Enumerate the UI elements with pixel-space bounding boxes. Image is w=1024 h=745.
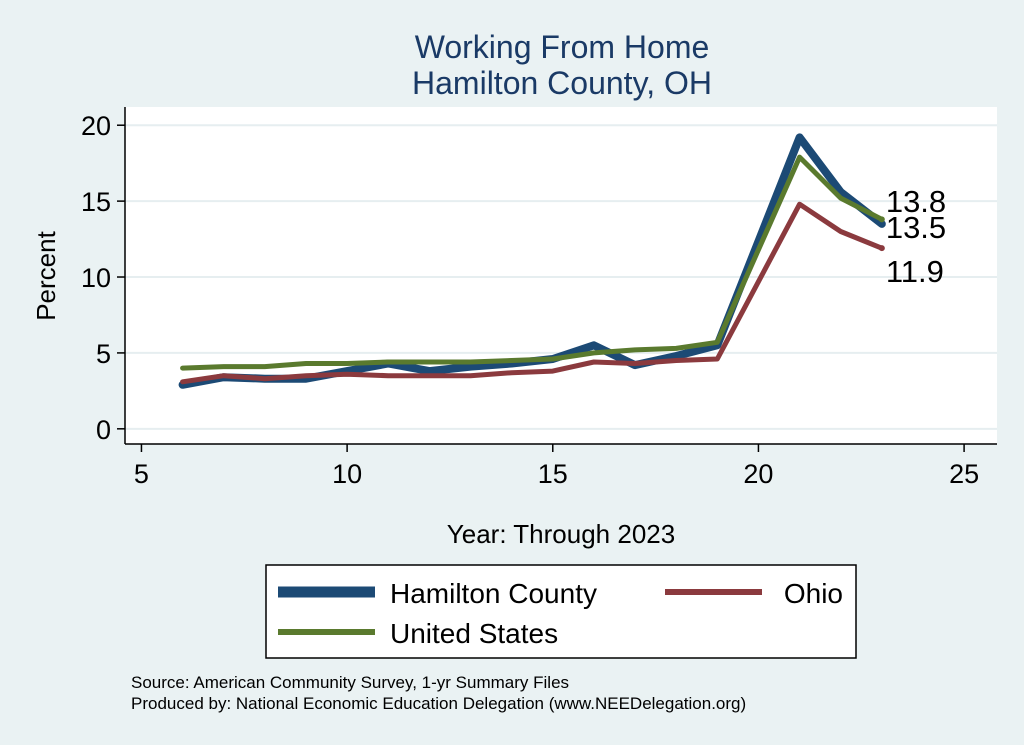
legend-box xyxy=(265,564,857,659)
legend-label-hamilton-county: Hamilton County xyxy=(390,578,597,609)
end-label-united-states: 13.8 xyxy=(886,184,946,219)
end-point-ohio xyxy=(878,245,885,252)
end-value-labels: 13.5 11.9 13.8 xyxy=(878,184,946,289)
chart-title: Working From Home xyxy=(415,29,710,65)
y-tick-label-15: 15 xyxy=(81,187,111,217)
y-tick-label-10: 10 xyxy=(81,263,111,293)
x-tick-label-25: 25 xyxy=(949,459,979,489)
x-axis-title: Year: Through 2023 xyxy=(447,519,675,549)
x-tick-label-10: 10 xyxy=(332,459,362,489)
y-tick-label-0: 0 xyxy=(96,415,111,445)
end-point-hamilton-county xyxy=(878,220,885,227)
end-point-united-states xyxy=(878,216,885,223)
series-line-united-states xyxy=(180,154,885,371)
end-label-hamilton-county: 13.5 xyxy=(886,210,946,245)
plot-area xyxy=(125,107,997,444)
series-lines xyxy=(178,133,886,389)
series-line-ohio xyxy=(180,201,885,385)
x-tick-label-15: 15 xyxy=(538,459,568,489)
axes xyxy=(124,107,997,445)
x-axis-ticks: 5 10 15 20 25 xyxy=(134,444,979,489)
y-tick-label-20: 20 xyxy=(81,111,111,141)
x-tick-label-5: 5 xyxy=(134,459,149,489)
y-tick-label-5: 5 xyxy=(96,339,111,369)
producer-note: Produced by: National Economic Education… xyxy=(131,694,746,713)
y-axis-ticks: 0 5 10 15 20 xyxy=(81,111,125,445)
y-axis-title: Percent xyxy=(31,230,61,320)
legend-label-united-states: United States xyxy=(390,618,558,649)
chart-subtitle: Hamilton County, OH xyxy=(412,65,712,101)
x-tick-label-20: 20 xyxy=(743,459,773,489)
source-note: Source: American Community Survey, 1-yr … xyxy=(131,673,569,692)
legend-label-ohio: Ohio xyxy=(784,578,843,609)
end-label-ohio: 11.9 xyxy=(886,254,944,289)
legend: Hamilton County Ohio United States xyxy=(265,564,857,659)
